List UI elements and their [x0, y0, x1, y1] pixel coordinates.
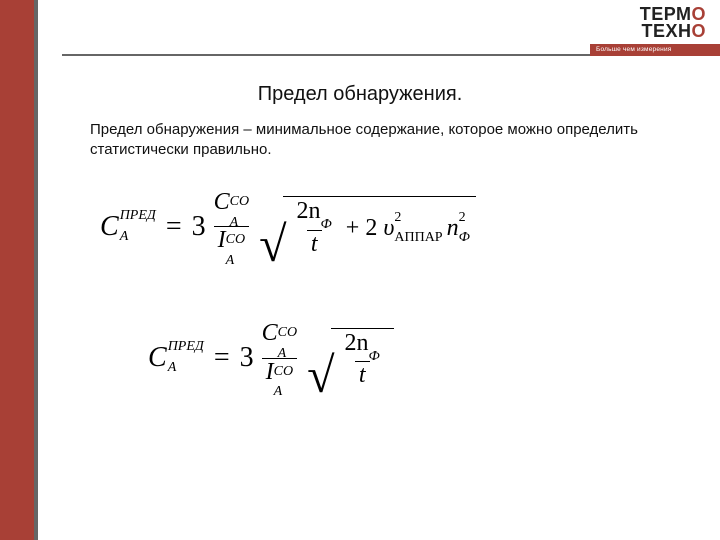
formula-2: C ПРЕД A = 3 CCOA ICOA √ 2nФ t: [148, 321, 620, 394]
slide-title: Предел обнаружения.: [0, 83, 720, 106]
sqrt-term: √ 2nФ t + 2 υ 2 АППАР n 2: [259, 196, 476, 257]
logo-accent: О: [691, 21, 706, 41]
definition-text: Предел обнаружения – минимальное содержа…: [90, 120, 650, 161]
formula-area: C ПРЕД A = 3 CCOA ICOA √ 2nФ t + 2: [100, 190, 620, 453]
brand-logo: ТЕРМО ТЕХНО: [640, 6, 706, 40]
formula-1: C ПРЕД A = 3 CCOA ICOA √ 2nФ t + 2: [100, 190, 620, 263]
logo-text: ТЕХН: [641, 21, 691, 41]
lhs: C ПРЕД A: [148, 342, 204, 374]
ratio-frac: CCOA ICOA: [258, 321, 301, 394]
sqrt-term: √ 2nФ t: [307, 328, 394, 389]
ratio-frac: CCOA ICOA: [210, 190, 253, 263]
logo-line-2: ТЕХНО: [640, 23, 706, 40]
coeff: 3: [192, 211, 206, 243]
left-accent-bar: [0, 0, 38, 540]
coeff: 3: [240, 342, 254, 374]
logo-tagline: Больше чем измерения: [590, 44, 720, 56]
lhs: C ПРЕД A: [100, 211, 156, 243]
